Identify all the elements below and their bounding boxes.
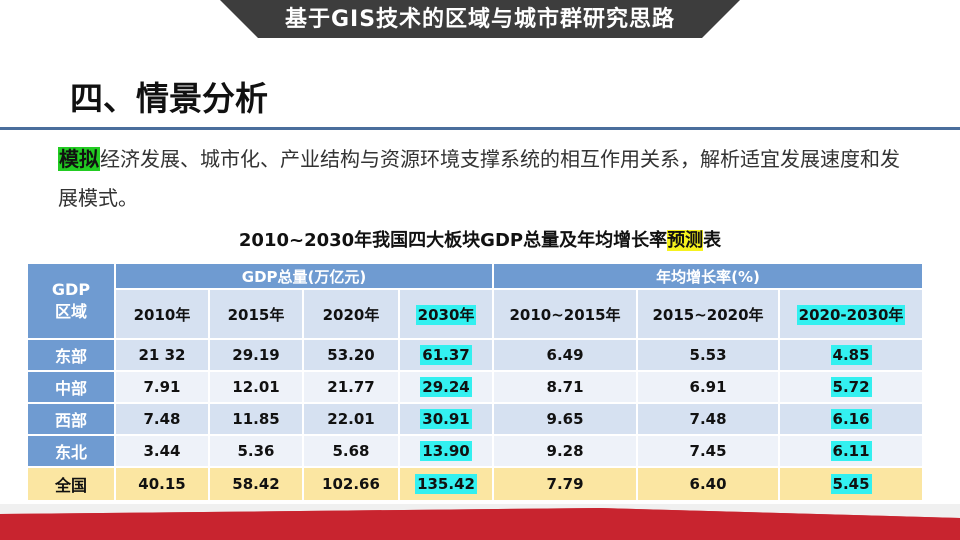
top-banner: 基于GIS技术的区域与城市群研究思路 — [0, 0, 960, 38]
title-divider — [0, 127, 960, 130]
region-header-line1: GDP — [51, 280, 91, 299]
table-row: 西部 7.48 11.85 22.01 30.91 9.65 7.48 6.16 — [26, 402, 925, 436]
intro-paragraph: 模拟经济发展、城市化、产业结构与资源环境支撑系统的相互作用关系，解析适宜发展速度… — [58, 140, 918, 218]
cell-value: 5.45 — [830, 474, 872, 494]
cell-value: 5.72 — [830, 377, 872, 397]
table-row: 东北 3.44 5.36 5.68 13.90 9.28 7.45 6.11 — [26, 434, 925, 468]
cell: 6.91 — [636, 370, 781, 404]
cell: 7.48 — [636, 402, 781, 436]
cell: 6.49 — [492, 338, 639, 372]
year-header: 2015~2020年 — [636, 288, 781, 340]
row-region: 东部 — [26, 338, 116, 372]
year-header: 2015年 — [208, 288, 304, 340]
cell: 9.65 — [492, 402, 639, 436]
cell-highlight: 6.11 — [778, 434, 925, 468]
region-header-line2: 区域 — [54, 302, 87, 321]
year-header-text: 2030年 — [415, 304, 477, 325]
cell: 7.48 — [114, 402, 210, 436]
row-region-total: 全国 — [26, 466, 116, 502]
cell: 5.36 — [208, 434, 304, 468]
cell: 3.44 — [114, 434, 210, 468]
year-header-highlight: 2020-2030年 — [778, 288, 925, 340]
paragraph-highlight: 模拟 — [58, 147, 100, 171]
cell: 9.28 — [492, 434, 639, 468]
year-header-highlight: 2030年 — [397, 288, 495, 340]
banner-shape — [0, 0, 740, 38]
cell: 29.19 — [208, 338, 304, 372]
cell-value: 61.37 — [420, 345, 472, 365]
year-header-text: 2020-2030年 — [796, 304, 906, 325]
cell-value: 6.16 — [830, 409, 872, 429]
cell-value: 13.90 — [420, 441, 472, 461]
cell: 7.45 — [636, 434, 781, 468]
cell: 7.79 — [492, 466, 639, 502]
table-title-suffix: 表 — [703, 230, 722, 251]
cell-highlight: 13.90 — [397, 434, 495, 468]
cell-highlight: 61.37 — [397, 338, 495, 372]
cell: 8.71 — [492, 370, 639, 404]
table-title-highlight: 预测 — [667, 230, 704, 251]
year-header: 2010年 — [114, 288, 210, 340]
cell: 5.68 — [302, 434, 400, 468]
row-region: 西部 — [26, 402, 116, 436]
cell: 53.20 — [302, 338, 400, 372]
paragraph-text: 经济发展、城市化、产业结构与资源环境支撑系统的相互作用关系，解析适宜发展速度和发… — [58, 147, 900, 210]
cell: 21 32 — [114, 338, 210, 372]
cell: 6.40 — [636, 466, 781, 502]
year-header: 2020年 — [302, 288, 400, 340]
cell-highlight: 29.24 — [397, 370, 495, 404]
cell-value: 30.91 — [420, 409, 472, 429]
region-header: GDP 区域 — [26, 262, 116, 340]
total-row: 全国 40.15 58.42 102.66 135.42 7.79 6.40 5… — [26, 466, 925, 502]
bottom-band — [0, 504, 960, 540]
cell: 58.42 — [208, 466, 304, 502]
table-title-main: 2010~2030年我国四大板块GDP总量及年均增长率 — [238, 230, 668, 251]
cell-highlight: 6.16 — [778, 402, 925, 436]
table-title: 2010~2030年我国四大板块GDP总量及年均增长率预测表 — [0, 226, 960, 252]
cell-value: 29.24 — [420, 377, 472, 397]
cell-value: 6.11 — [830, 441, 872, 461]
growth-group-header: 年均增长率(%) — [492, 262, 925, 290]
cell: 102.66 — [302, 466, 400, 502]
cell-highlight: 4.85 — [778, 338, 925, 372]
banner-title: 基于GIS技术的区域与城市群研究思路 — [284, 7, 676, 32]
cell-highlight: 5.45 — [778, 466, 925, 502]
cell: 22.01 — [302, 402, 400, 436]
cell: 40.15 — [114, 466, 210, 502]
row-region: 东北 — [26, 434, 116, 468]
cell-highlight: 135.42 — [397, 466, 495, 502]
cell: 5.53 — [636, 338, 781, 372]
gdp-group-header: GDP总量(万亿元) — [113, 262, 495, 290]
slide-title: 四、情景分析 — [70, 79, 268, 118]
cell: 7.91 — [114, 370, 210, 404]
gdp-table: GDP 区域 GDP总量(万亿元) 年均增长率(%) 2010年 2015年 2… — [26, 262, 925, 502]
table-row: 东部 21 32 29.19 53.20 61.37 6.49 5.53 4.8… — [26, 338, 925, 372]
row-region: 中部 — [26, 370, 116, 404]
cell: 11.85 — [208, 402, 304, 436]
cell-value: 4.85 — [830, 345, 872, 365]
cell-highlight: 30.91 — [397, 402, 495, 436]
year-header: 2010~2015年 — [492, 288, 639, 340]
cell-highlight: 5.72 — [778, 370, 925, 404]
cell-value: 135.42 — [415, 474, 477, 494]
table-row: 中部 7.91 12.01 21.77 29.24 8.71 6.91 5.72 — [26, 370, 925, 404]
cell: 21.77 — [302, 370, 400, 404]
cell: 12.01 — [208, 370, 304, 404]
